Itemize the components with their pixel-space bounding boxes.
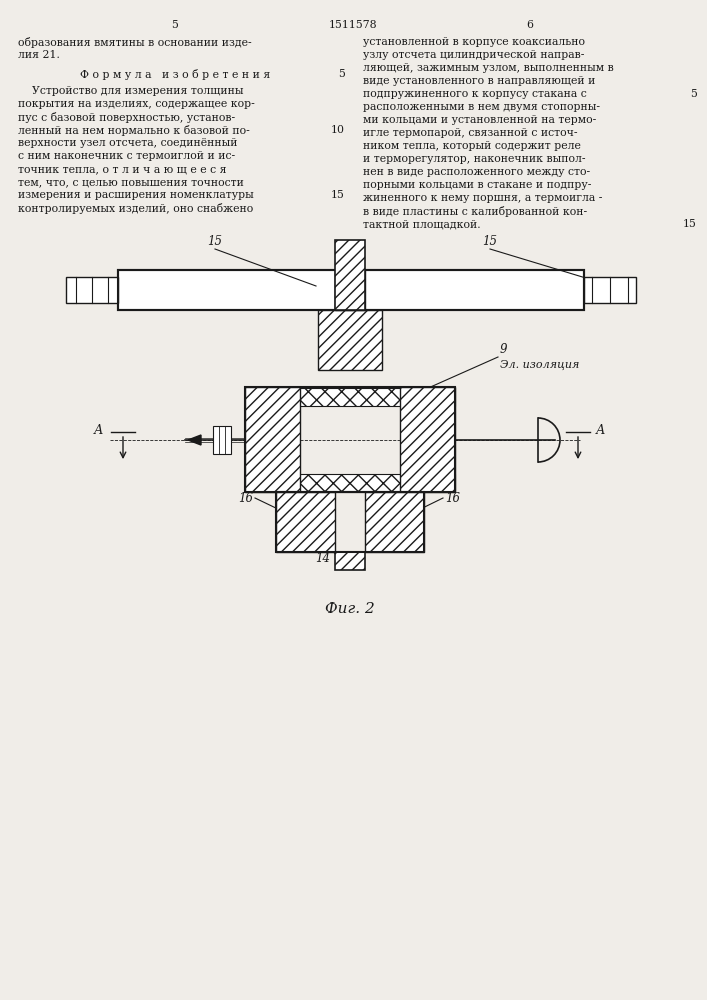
Bar xyxy=(245,387,300,492)
Bar xyxy=(276,492,424,552)
Text: и терморегулятор, наконечник выпол-: и терморегулятор, наконечник выпол- xyxy=(363,154,585,164)
Text: 15: 15 xyxy=(331,190,345,200)
Text: 5: 5 xyxy=(338,69,345,79)
Text: Устройство для измерения толщины: Устройство для измерения толщины xyxy=(18,86,243,96)
Bar xyxy=(584,277,636,303)
Text: измерения и расширения номенклатуры: измерения и расширения номенклатуры xyxy=(18,190,254,200)
Bar xyxy=(118,270,584,310)
Text: 10: 10 xyxy=(331,125,345,135)
Text: подпружиненного к корпусу стакана с: подпружиненного к корпусу стакана с xyxy=(363,89,587,99)
Bar xyxy=(245,474,455,492)
Text: жиненного к нему поршня, а термоигла -: жиненного к нему поршня, а термоигла - xyxy=(363,193,602,203)
Text: 15: 15 xyxy=(482,235,498,248)
Text: 9: 9 xyxy=(500,343,508,356)
Text: 1511578: 1511578 xyxy=(329,20,378,30)
Text: нен в виде расположенного между сто-: нен в виде расположенного между сто- xyxy=(363,167,590,177)
Text: тактной площадкой.: тактной площадкой. xyxy=(363,219,481,229)
Text: порными кольцами в стакане и подпру-: порными кольцами в стакане и подпру- xyxy=(363,180,591,190)
Text: А: А xyxy=(596,424,605,436)
Text: 16: 16 xyxy=(238,491,253,504)
Bar xyxy=(335,552,365,570)
Bar xyxy=(213,426,231,454)
Text: ми кольцами и установленной на термо-: ми кольцами и установленной на термо- xyxy=(363,115,596,125)
Text: пус с базовой поверхностью, установ-: пус с базовой поверхностью, установ- xyxy=(18,112,235,123)
Text: виде установленного в направляющей и: виде установленного в направляющей и xyxy=(363,76,595,86)
Text: ляющей, зажимным узлом, выполненным в: ляющей, зажимным узлом, выполненным в xyxy=(363,63,614,73)
Text: с ним наконечник с термоиглой и ис-: с ним наконечник с термоиглой и ис- xyxy=(18,151,235,161)
Bar xyxy=(318,310,382,370)
Text: 5: 5 xyxy=(172,20,178,30)
Text: 16: 16 xyxy=(445,491,460,504)
Bar xyxy=(245,388,455,406)
Text: в виде пластины с калиброванной кон-: в виде пластины с калиброванной кон- xyxy=(363,206,587,217)
Text: узлу отсчета цилиндрической направ-: узлу отсчета цилиндрической направ- xyxy=(363,50,585,60)
Text: расположенными в нем двумя стопорны-: расположенными в нем двумя стопорны- xyxy=(363,102,600,112)
Text: покрытия на изделиях, содержащее кор-: покрытия на изделиях, содержащее кор- xyxy=(18,99,255,109)
Bar xyxy=(66,277,118,303)
Bar xyxy=(118,270,584,310)
Text: ником тепла, который содержит реле: ником тепла, который содержит реле xyxy=(363,141,581,151)
Bar xyxy=(335,270,365,310)
Text: 15: 15 xyxy=(207,235,223,248)
Text: точник тепла, о т л и ч а ю щ е е с я: точник тепла, о т л и ч а ю щ е е с я xyxy=(18,164,226,174)
Bar xyxy=(335,240,365,310)
Bar xyxy=(400,387,455,492)
Text: 15: 15 xyxy=(683,219,697,229)
Text: Ф о р м у л а   и з о б р е т е н и я: Ф о р м у л а и з о б р е т е н и я xyxy=(80,69,270,80)
Text: Эл. изоляция: Эл. изоляция xyxy=(500,360,579,370)
Polygon shape xyxy=(188,435,201,445)
Text: лия 21.: лия 21. xyxy=(18,50,60,60)
Text: образования вмятины в основании изде-: образования вмятины в основании изде- xyxy=(18,37,252,48)
Text: А: А xyxy=(93,424,103,436)
Bar xyxy=(276,492,335,552)
Text: 14: 14 xyxy=(315,552,330,565)
Text: верхности узел отсчета, соединённый: верхности узел отсчета, соединённый xyxy=(18,138,238,148)
Text: установленной в корпусе коаксиально: установленной в корпусе коаксиально xyxy=(363,37,585,47)
Text: ленный на нем нормально к базовой по-: ленный на нем нормально к базовой по- xyxy=(18,125,250,136)
Bar xyxy=(365,492,424,552)
Text: 5: 5 xyxy=(690,89,697,99)
Text: тем, что, с целью повышения точности: тем, что, с целью повышения точности xyxy=(18,177,244,187)
Bar xyxy=(245,387,455,492)
Text: контролируемых изделий, оно снабжено: контролируемых изделий, оно снабжено xyxy=(18,203,253,214)
Text: Фиг. 2: Фиг. 2 xyxy=(325,602,375,616)
Text: 6: 6 xyxy=(527,20,534,30)
Text: игле термопарой, связанной с источ-: игле термопарой, связанной с источ- xyxy=(363,128,578,138)
